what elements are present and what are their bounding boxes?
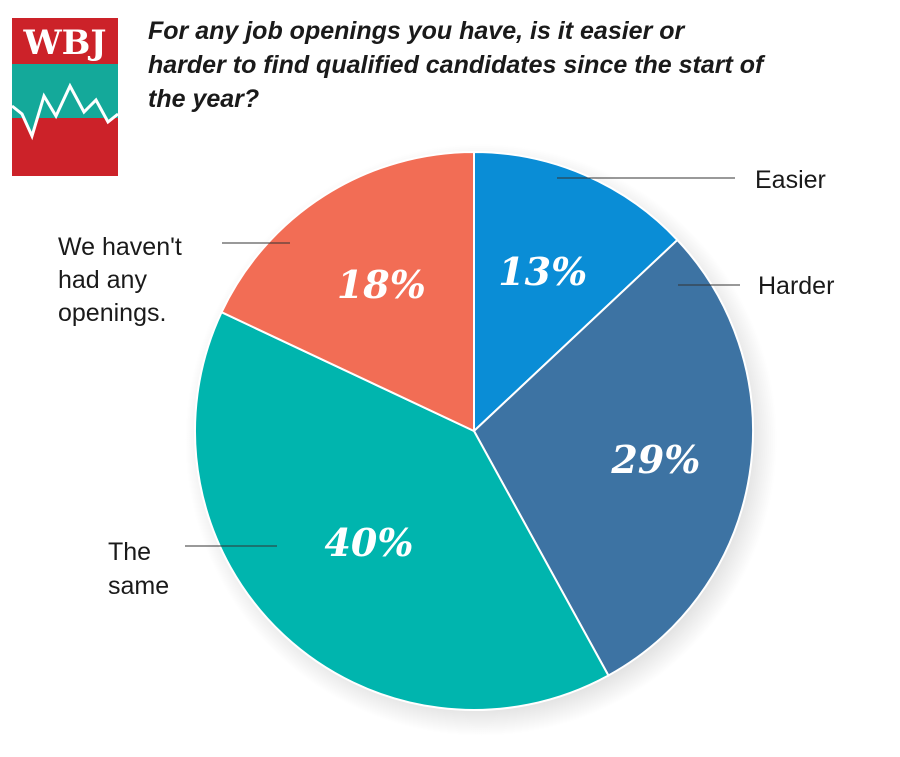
slice-category-label: Easier (755, 166, 826, 194)
chart-title: For any job openings you have, is it eas… (148, 17, 764, 113)
slice-value-label: 29% (610, 437, 700, 482)
pie-slice-harder (472, 238, 754, 677)
wbj-logo: WBJ (12, 18, 118, 176)
slice-category-label: Harder (758, 272, 834, 300)
slice-category-label: We haven't had any openings. (58, 233, 182, 327)
slice-value-label: 18% (337, 262, 426, 307)
logo-text: WBJ (22, 23, 106, 63)
slice-value-label: 40% (324, 520, 413, 565)
pie-slice-the-same (194, 310, 610, 711)
slice-category-label: The same (108, 538, 169, 600)
slice-value-label: 13% (498, 249, 587, 294)
pie-slice-we-haven-t-had-any-openings (220, 150, 475, 433)
pie-slice-easier (473, 150, 679, 434)
